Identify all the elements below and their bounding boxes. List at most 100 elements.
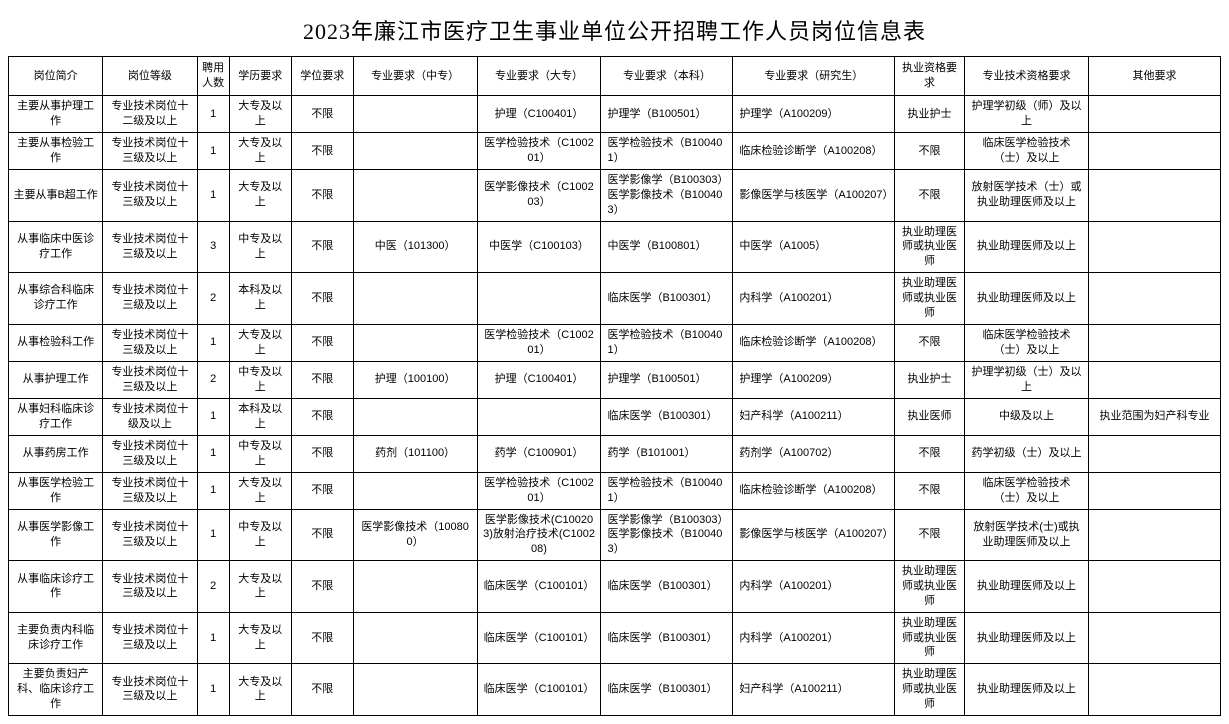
col-header: 专业要求（中专）	[353, 57, 477, 96]
table-cell: 1	[197, 509, 229, 561]
table-row: 从事医学检验工作专业技术岗位十三级及以上1大专及以上不限医学检验技术（C1002…	[9, 472, 1221, 509]
table-cell: 从事医学影像工作	[9, 509, 103, 561]
table-cell: 临床医学（B100301）	[601, 561, 733, 613]
table-cell: 大专及以上	[229, 96, 291, 133]
table-cell	[1088, 96, 1220, 133]
table-cell: 护理学（B100501）	[601, 96, 733, 133]
table-cell: 专业技术岗位十三级及以上	[103, 221, 197, 273]
table-cell: 1	[197, 324, 229, 361]
table-cell: 1	[197, 96, 229, 133]
table-row: 从事临床中医诊疗工作专业技术岗位十三级及以上3中专及以上不限中医（101300）…	[9, 221, 1221, 273]
table-row: 主要从事护理工作专业技术岗位十二级及以上1大专及以上不限护理（C100401）护…	[9, 96, 1221, 133]
table-cell: 执业助理医师及以上	[965, 273, 1089, 325]
table-cell: 妇产科学（A100211）	[733, 398, 895, 435]
table-cell: 不限	[291, 664, 353, 716]
table-cell: 从事妇科临床诊疗工作	[9, 398, 103, 435]
table-cell: 主要从事B超工作	[9, 170, 103, 222]
table-cell: 执业助理医师或执业医师	[895, 221, 965, 273]
table-cell: 本科及以上	[229, 398, 291, 435]
table-cell: 大专及以上	[229, 170, 291, 222]
table-cell: 医学影像技术（100800）	[353, 509, 477, 561]
table-cell: 临床医学检验技术（士）及以上	[965, 324, 1089, 361]
table-cell: 2	[197, 273, 229, 325]
table-cell: 中专及以上	[229, 361, 291, 398]
table-cell	[353, 612, 477, 664]
table-cell: 2	[197, 561, 229, 613]
table-cell: 专业技术岗位十三级及以上	[103, 324, 197, 361]
table-cell: 不限	[291, 324, 353, 361]
table-cell: 不限	[291, 170, 353, 222]
table-cell: 专业技术岗位十三级及以上	[103, 273, 197, 325]
table-cell: 医学检验技术（C100201）	[477, 324, 601, 361]
table-cell: 放射医学技术（士）或执业助理医师及以上	[965, 170, 1089, 222]
table-cell: 不限	[895, 435, 965, 472]
table-cell: 1	[197, 435, 229, 472]
table-cell: 执业助理医师或执业医师	[895, 561, 965, 613]
table-cell: 不限	[895, 170, 965, 222]
table-cell: 执业医师	[895, 398, 965, 435]
table-cell: 执业护士	[895, 96, 965, 133]
table-row: 从事综合科临床诊疗工作专业技术岗位十三级及以上2本科及以上不限临床医学（B100…	[9, 273, 1221, 325]
col-header: 其他要求	[1088, 57, 1220, 96]
table-cell: 药学（B101001）	[601, 435, 733, 472]
table-cell: 不限	[291, 472, 353, 509]
table-cell: 临床医学（B100301）	[601, 273, 733, 325]
table-cell: 专业技术岗位十三级及以上	[103, 612, 197, 664]
table-cell	[1088, 361, 1220, 398]
table-cell: 不限	[291, 612, 353, 664]
table-cell: 中专及以上	[229, 435, 291, 472]
table-cell: 执业护士	[895, 361, 965, 398]
table-cell: 内科学（A100201）	[733, 561, 895, 613]
table-row: 从事药房工作专业技术岗位十三级及以上1中专及以上不限药剂（101100）药学（C…	[9, 435, 1221, 472]
table-cell: 中级及以上	[965, 398, 1089, 435]
table-cell: 专业技术岗位十三级及以上	[103, 361, 197, 398]
col-header: 岗位等级	[103, 57, 197, 96]
col-header: 专业技术资格要求	[965, 57, 1089, 96]
table-body: 主要从事护理工作专业技术岗位十二级及以上1大专及以上不限护理（C100401）护…	[9, 96, 1221, 716]
table-cell: 执业助理医师及以上	[965, 612, 1089, 664]
table-cell: 护理学（B100501）	[601, 361, 733, 398]
table-cell	[477, 273, 601, 325]
table-cell: 药剂（101100）	[353, 435, 477, 472]
table-cell: 执业助理医师或执业医师	[895, 273, 965, 325]
table-cell: 护理（C100401）	[477, 361, 601, 398]
col-header: 学位要求	[291, 57, 353, 96]
col-header: 专业要求（大专）	[477, 57, 601, 96]
table-cell: 临床医学（C100101）	[477, 561, 601, 613]
table-cell: 药学初级（士）及以上	[965, 435, 1089, 472]
table-header-row: 岗位简介 岗位等级 聘用人数 学历要求 学位要求 专业要求（中专） 专业要求（大…	[9, 57, 1221, 96]
table-cell: 医学影像技术(C100203)放射治疗技术(C100208)	[477, 509, 601, 561]
table-row: 主要负责妇产科、临床诊疗工作专业技术岗位十三级及以上1大专及以上不限临床医学（C…	[9, 664, 1221, 716]
table-row: 主要从事检验工作专业技术岗位十三级及以上1大专及以上不限医学检验技术（C1002…	[9, 133, 1221, 170]
table-cell: 临床检验诊断学（A100208）	[733, 472, 895, 509]
table-cell: 执业范围为妇产科专业	[1088, 398, 1220, 435]
page-title: 2023年廉江市医疗卫生事业单位公开招聘工作人员岗位信息表	[8, 8, 1221, 56]
col-header: 岗位简介	[9, 57, 103, 96]
table-cell: 执业助理医师及以上	[965, 221, 1089, 273]
table-cell: 医学检验技术（B100401）	[601, 133, 733, 170]
table-cell: 3	[197, 221, 229, 273]
table-row: 从事检验科工作专业技术岗位十三级及以上1大专及以上不限医学检验技术（C10020…	[9, 324, 1221, 361]
table-cell: 医学影像学（B100303）医学影像技术（B100403）	[601, 170, 733, 222]
table-cell: 临床检验诊断学（A100208）	[733, 324, 895, 361]
table-cell: 执业助理医师或执业医师	[895, 664, 965, 716]
table-row: 从事临床诊疗工作专业技术岗位十三级及以上2大专及以上不限临床医学（C100101…	[9, 561, 1221, 613]
table-cell: 医学检验技术（C100201）	[477, 133, 601, 170]
table-cell: 护理学初级（士）及以上	[965, 361, 1089, 398]
table-cell: 临床检验诊断学（A100208）	[733, 133, 895, 170]
table-cell: 护理学（A100209）	[733, 361, 895, 398]
table-cell: 1	[197, 398, 229, 435]
table-cell: 1	[197, 133, 229, 170]
table-cell: 主要从事检验工作	[9, 133, 103, 170]
table-cell: 中医学（A1005）	[733, 221, 895, 273]
table-cell: 专业技术岗位十三级及以上	[103, 133, 197, 170]
col-header: 专业要求（研究生）	[733, 57, 895, 96]
table-cell: 临床医学（B100301）	[601, 612, 733, 664]
table-cell: 不限	[291, 398, 353, 435]
table-cell: 妇产科学（A100211）	[733, 664, 895, 716]
table-cell: 医学影像学（B100303）医学影像技术（B100403）	[601, 509, 733, 561]
table-cell: 1	[197, 170, 229, 222]
table-cell: 药剂学（A100702）	[733, 435, 895, 472]
table-cell: 不限	[895, 509, 965, 561]
table-cell: 内科学（A100201）	[733, 273, 895, 325]
